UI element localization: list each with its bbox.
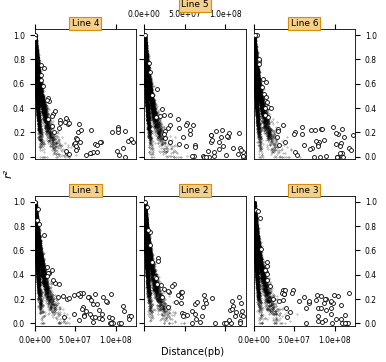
Title: Line 1: Line 1 (72, 186, 99, 195)
Title: Line 2: Line 2 (181, 186, 209, 195)
Text: Distance(pb): Distance(pb) (161, 346, 225, 357)
Title: Line 3: Line 3 (291, 186, 318, 195)
Text: r²: r² (3, 169, 14, 178)
Title: Line 4: Line 4 (72, 19, 99, 28)
Title: Line 6: Line 6 (291, 19, 318, 28)
Title: Line 5: Line 5 (181, 0, 209, 9)
